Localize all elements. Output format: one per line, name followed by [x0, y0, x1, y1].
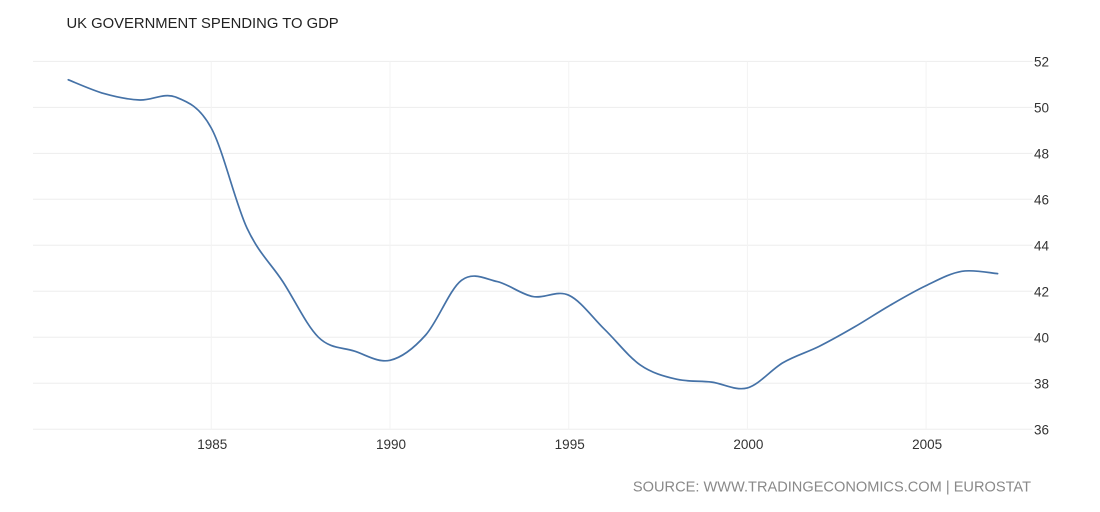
svg-text:38: 38 — [1034, 377, 1049, 392]
svg-text:48: 48 — [1034, 147, 1049, 162]
svg-text:36: 36 — [1034, 422, 1049, 437]
svg-text:2005: 2005 — [912, 437, 942, 452]
svg-text:40: 40 — [1034, 331, 1049, 346]
svg-text:44: 44 — [1034, 239, 1050, 254]
svg-text:1995: 1995 — [555, 437, 585, 452]
svg-text:2000: 2000 — [733, 437, 763, 452]
svg-text:1990: 1990 — [376, 437, 406, 452]
svg-text:52: 52 — [1034, 55, 1049, 70]
svg-text:1985: 1985 — [197, 437, 227, 452]
svg-text:UK GOVERNMENT SPENDING TO GDP: UK GOVERNMENT SPENDING TO GDP — [67, 16, 339, 32]
svg-text:46: 46 — [1034, 193, 1049, 208]
svg-text:SOURCE: WWW.TRADINGECONOMICS.C: SOURCE: WWW.TRADINGECONOMICS.COM | EUROS… — [633, 479, 1031, 495]
svg-text:50: 50 — [1034, 101, 1049, 116]
svg-text:42: 42 — [1034, 285, 1049, 300]
